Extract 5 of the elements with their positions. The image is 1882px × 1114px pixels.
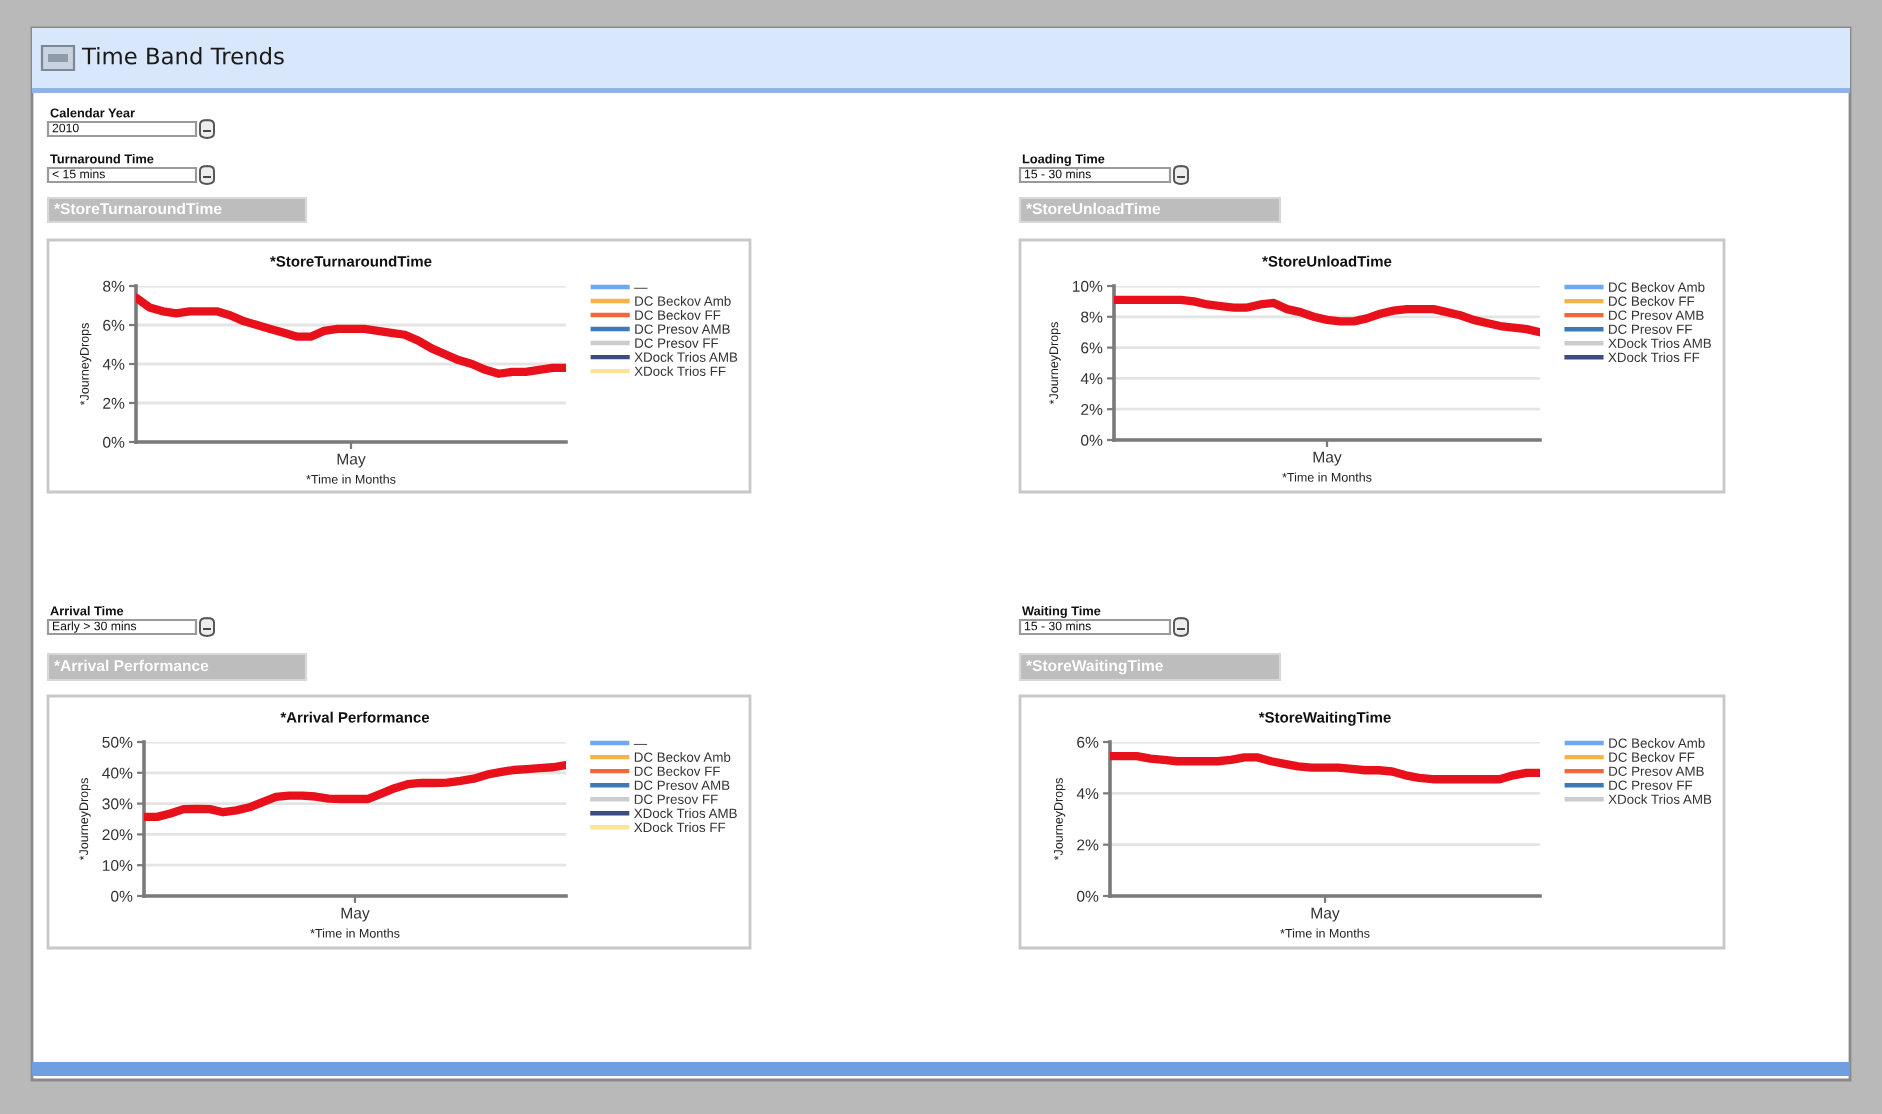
text: Time Band Trends: [81, 46, 284, 65]
line-series: [1110, 751, 1540, 784]
line-series: [1114, 295, 1540, 337]
line-series: [136, 293, 566, 378]
line-series: [144, 760, 566, 822]
